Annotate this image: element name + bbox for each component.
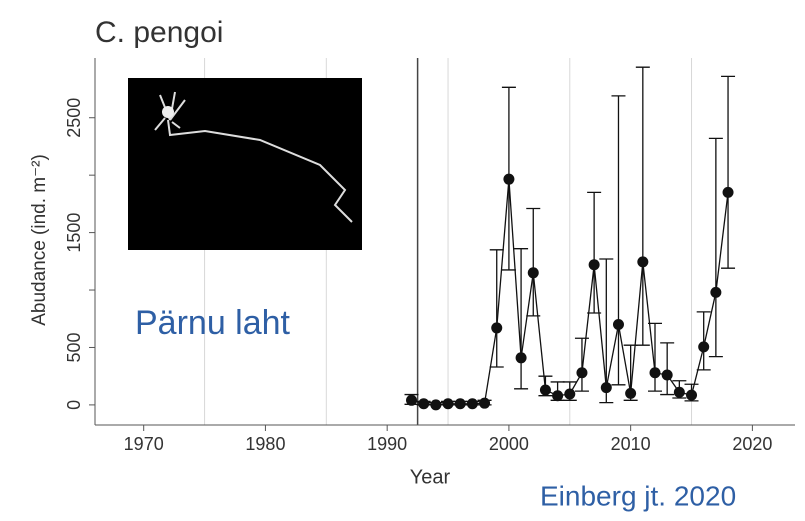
data-point — [418, 398, 430, 410]
data-point — [661, 369, 673, 381]
error-bar — [660, 342, 675, 396]
data-point — [466, 398, 478, 410]
data-point — [600, 382, 612, 394]
x-tick-label: 1990 — [367, 434, 407, 454]
data-point — [673, 386, 685, 398]
y-tick-label: 2500 — [64, 98, 84, 138]
data-point — [503, 173, 515, 185]
data-point — [588, 259, 600, 271]
data-point — [552, 390, 564, 402]
data-point — [637, 256, 649, 268]
data-point — [406, 394, 418, 406]
data-point — [612, 318, 624, 330]
data-point — [515, 352, 527, 364]
data-point — [698, 341, 710, 353]
error-bar — [599, 258, 614, 404]
y-tick-label: 1500 — [64, 213, 84, 253]
x-tick-label: 2000 — [489, 434, 529, 454]
error-bar — [721, 75, 736, 269]
error-bar — [611, 95, 626, 386]
error-bar — [514, 248, 529, 390]
annotation: Einberg jt. 2020 — [540, 480, 736, 511]
data-point — [710, 286, 722, 298]
x-tick-label: 1980 — [245, 434, 285, 454]
y-tick-label: 0 — [64, 400, 84, 410]
x-tick-label: 2010 — [611, 434, 651, 454]
data-point — [576, 367, 588, 379]
x-tick-label: 1970 — [124, 434, 164, 454]
error-bar — [708, 137, 723, 358]
error-bar — [489, 249, 504, 368]
x-axis-label: Year — [410, 466, 451, 488]
error-bar — [696, 311, 711, 371]
error-bar — [574, 337, 589, 392]
chart-title: C. pengoi — [95, 16, 223, 49]
y-tick-label: 500 — [64, 332, 84, 362]
inset-organism-head — [162, 106, 174, 118]
data-point — [539, 384, 551, 396]
data-point — [686, 389, 698, 401]
data-point — [454, 398, 466, 410]
y-axis-label: Abudance (ind. m⁻²) — [29, 154, 50, 326]
error-bar — [526, 207, 541, 317]
data-point — [625, 387, 637, 399]
data-point — [430, 399, 442, 411]
data-point — [722, 186, 734, 198]
error-bar — [587, 191, 602, 314]
annotation: Pärnu laht — [135, 304, 291, 342]
data-point — [527, 267, 539, 279]
x-tick-label: 2020 — [732, 434, 772, 454]
error-bar — [635, 66, 650, 346]
data-point — [442, 398, 454, 410]
data-point — [479, 397, 491, 409]
data-point — [564, 388, 576, 400]
data-point — [649, 367, 661, 379]
data-point — [491, 322, 503, 334]
error-bar — [648, 322, 662, 392]
